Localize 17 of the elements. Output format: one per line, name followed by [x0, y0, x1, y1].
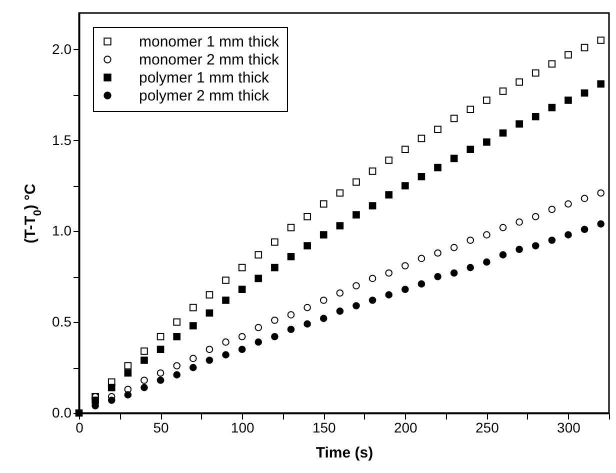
- legend-label: polymer 2 mm thick: [139, 88, 270, 104]
- legend-label: monomer 2 mm thick: [139, 52, 280, 68]
- x-tick-label: 200: [394, 420, 418, 436]
- x-tick-label: 300: [557, 420, 581, 436]
- x-tick-label: 0: [76, 420, 84, 436]
- legend-label: monomer 1 mm thick: [139, 34, 280, 50]
- y-tick-label: 0.0: [52, 404, 72, 420]
- y-tick-label: 0.5: [52, 314, 72, 330]
- x-tick-label: 150: [312, 420, 336, 436]
- legend-label: polymer 1 mm thick: [139, 70, 270, 86]
- x-axis-title: Time (s): [316, 444, 374, 462]
- y-tick-label: 2.0: [52, 40, 72, 57]
- y-tick-label: 1.0: [52, 222, 72, 239]
- x-tick-label: 100: [230, 420, 254, 436]
- x-tick-label: 250: [476, 420, 500, 436]
- y-tick-label: 1.5: [52, 132, 72, 148]
- x-tick-label: 50: [153, 420, 170, 436]
